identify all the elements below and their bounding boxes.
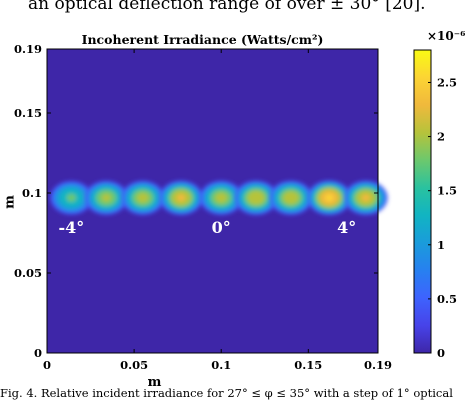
x-tick-label: 0: [43, 358, 51, 372]
colorbar-ticks: 0 0.5 1 1.5 2 2.5: [428, 75, 457, 360]
y-axis-label: m: [3, 195, 18, 209]
y-tick-label: 0.19: [14, 42, 42, 56]
chart-title: Incoherent Irradiance (Watts/cm²): [82, 32, 324, 47]
y-tick-label: 0.05: [14, 266, 42, 280]
x-tick-label: 0.15: [294, 358, 322, 372]
irradiance-spot: [199, 180, 243, 215]
x-tick-label: 0.1: [211, 358, 231, 372]
irradiance-spot: [269, 180, 313, 216]
spot-contour: [361, 194, 371, 202]
x-tick-label: 0.05: [120, 358, 148, 372]
spot-contour: [101, 193, 111, 202]
paper-top-text: an optical deflection range of over ± 30…: [28, 0, 426, 14]
spot-contour: [136, 192, 149, 203]
colorbar-tick-label: 1.5: [437, 184, 457, 198]
colorbar-tick-label: 2.5: [437, 75, 457, 89]
angle-annotation: 4°: [337, 218, 356, 237]
spot-contour: [324, 194, 334, 202]
irradiance-spot: [307, 180, 352, 216]
irradiance-spot: [84, 180, 128, 215]
angle-annotation: 0°: [212, 218, 231, 237]
angle-annotation: -4°: [58, 218, 84, 237]
figure-caption: Fig. 4. Relative incident irradiance for…: [0, 386, 453, 400]
spot-contour: [215, 192, 228, 203]
y-tick-label: 0.1: [22, 186, 42, 200]
angle-annotations: -4° 0° 4°: [58, 218, 356, 237]
x-tick-label: 0.19: [364, 358, 392, 372]
irradiance-spot: [234, 180, 278, 216]
spot-contour: [283, 191, 299, 205]
colorbar: [413, 49, 432, 354]
spot-contour: [247, 190, 265, 205]
irradiance-spot: [121, 180, 165, 215]
colorbar-tick-label: 0.5: [437, 292, 457, 306]
x-axis-label: m: [148, 375, 162, 390]
x-axis-ticks: 0 0.05 0.1 0.15 0.19: [43, 49, 392, 372]
y-axis-ticks: 0 0.05 0.1 0.15 0.19: [14, 42, 378, 360]
colorbar-tick-label: 0: [437, 346, 445, 360]
colorbar-tick-label: 2: [437, 130, 445, 144]
colorbar-exponent-label: ×10⁻⁶: [427, 29, 465, 43]
y-tick-label: 0.15: [14, 106, 42, 120]
spot-contour: [176, 194, 186, 202]
plot-frame: [46, 48, 379, 354]
y-tick-label: 0: [34, 346, 42, 360]
spot-contour: [66, 193, 77, 202]
irradiance-spot: [344, 180, 388, 216]
irradiance-spot: [159, 180, 203, 216]
irradiance-spots: [50, 180, 388, 216]
colorbar-tick-label: 1: [437, 238, 445, 252]
irradiance-spot: [50, 180, 93, 215]
